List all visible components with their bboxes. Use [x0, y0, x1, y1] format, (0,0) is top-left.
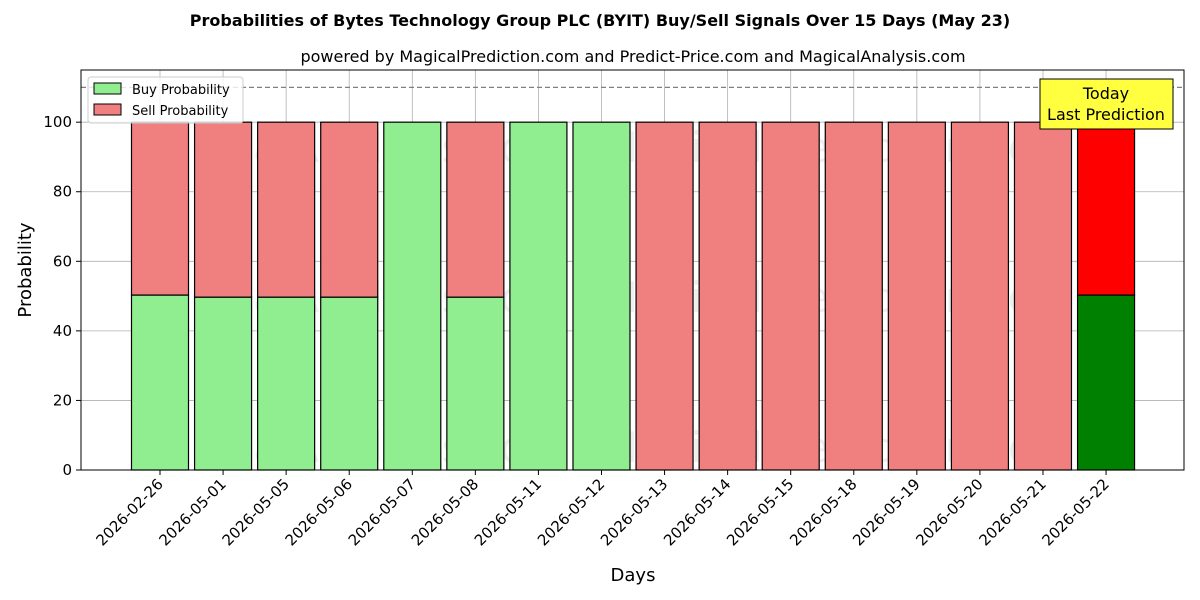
legend: Buy Probability Sell Probability	[87, 76, 244, 124]
today-annotation-box	[1039, 78, 1174, 130]
y-tick-label: 100	[43, 113, 72, 131]
sell-bar	[950, 121, 1010, 471]
sell-bar	[1013, 121, 1073, 471]
buy-bar	[193, 296, 253, 471]
buy-bar	[509, 121, 568, 471]
sell-bar	[446, 121, 505, 298]
today-annotation: Today Last Prediction	[1039, 78, 1174, 130]
today-annotation-line-2: Last Prediction	[1047, 105, 1165, 124]
y-tick-label: 20	[53, 391, 72, 409]
x-axis-label: Days	[611, 565, 656, 586]
sell-bar	[698, 121, 757, 471]
buy-bar	[257, 296, 316, 471]
y-tick-label: 0	[62, 461, 72, 479]
legend-swatch-buy	[93, 82, 122, 95]
today-annotation-line-1: Today	[1082, 84, 1129, 103]
y-axis-label: Probability	[15, 222, 36, 317]
buy-bar	[1076, 294, 1136, 471]
x-tick-label: 2026-05-15	[723, 475, 797, 549]
buy-bar	[446, 296, 505, 471]
sell-bar	[257, 121, 316, 298]
legend-label-sell: Sell Probability	[132, 104, 229, 119]
x-tick-label: 2026-05-19	[849, 475, 923, 549]
legend-label-buy: Buy Probability	[132, 83, 230, 98]
axes-frame	[80, 69, 1185, 471]
x-tick-label: 2026-05-21	[975, 475, 1049, 549]
sell-bar	[887, 121, 946, 471]
chart-subtitle: powered by MagicalPrediction.com and Pre…	[300, 47, 965, 66]
sell-bar	[1076, 121, 1136, 296]
buy-bar	[320, 296, 379, 471]
y-tick-label: 40	[53, 322, 72, 340]
buy-bar	[572, 121, 631, 471]
x-tick-label: 2026-05-07	[345, 475, 419, 549]
bars	[130, 121, 1136, 471]
y-tick-label: 60	[53, 252, 72, 270]
x-tick-label: 2026-05-14	[660, 475, 734, 549]
legend-swatch-sell	[93, 103, 122, 116]
buy-bar	[383, 121, 442, 471]
x-tick-label: 2026-02-26	[92, 475, 166, 549]
sell-bar	[320, 121, 379, 298]
x-tick-label: 2026-05-12	[534, 475, 608, 549]
x-tick-label: 2026-05-06	[282, 475, 356, 549]
sell-bar	[130, 121, 190, 296]
sell-bar	[761, 121, 820, 471]
sell-bar	[193, 121, 253, 298]
legend-frame	[87, 76, 244, 124]
sell-bar	[635, 121, 694, 471]
x-tick-label: 2026-05-05	[219, 475, 293, 549]
x-tick-label: 2026-05-22	[1038, 475, 1112, 549]
sell-bar	[824, 121, 883, 471]
x-tick-label: 2026-05-11	[471, 475, 545, 549]
x-tick-label: 2026-05-08	[408, 475, 482, 549]
chart-title: Probabilities of Bytes Technology Group …	[190, 11, 1010, 30]
y-tick-label: 80	[53, 183, 72, 201]
x-tick-label: 2026-05-18	[786, 475, 860, 549]
x-tick-label: 2026-05-20	[912, 475, 986, 549]
x-tick-label: 2026-05-13	[597, 475, 671, 549]
buy-bar	[130, 294, 190, 471]
x-tick-label: 2026-05-01	[156, 475, 230, 549]
